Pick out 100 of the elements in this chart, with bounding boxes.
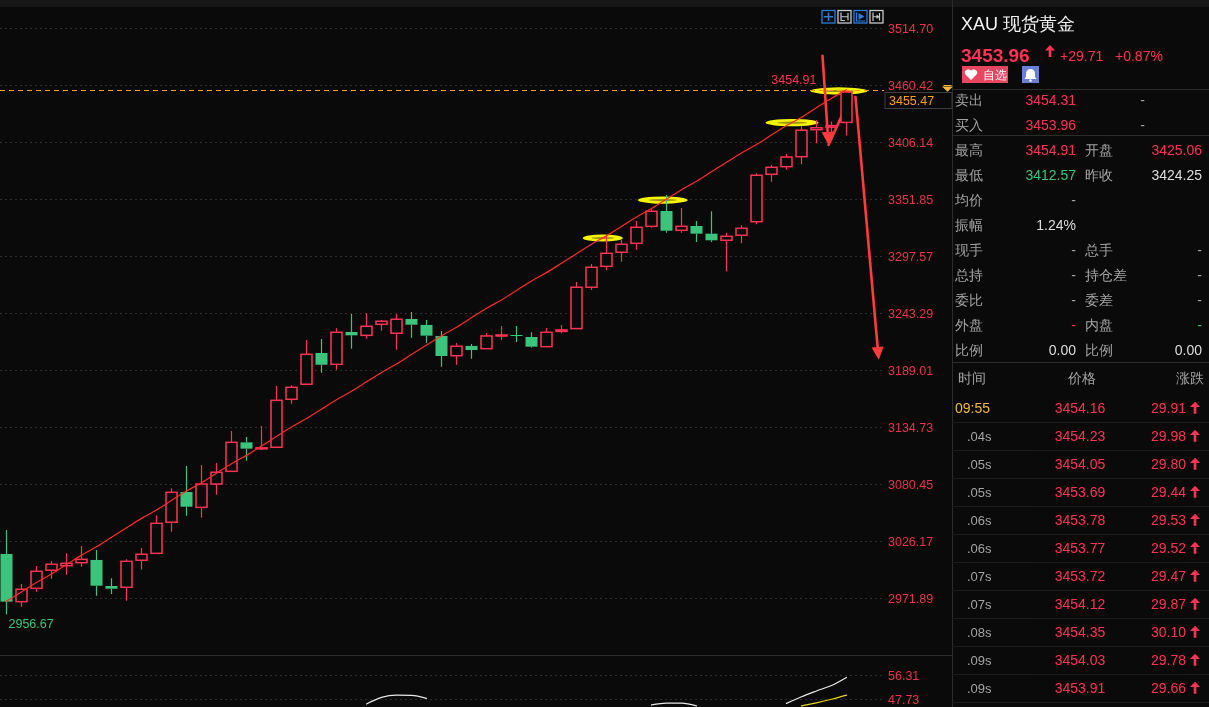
data-label: 3454.16 [1054,399,1106,416]
text: - [1197,267,1203,283]
candlestick [675,207,688,234]
candlestick [810,119,823,144]
candlestick [390,313,403,351]
data-label: 29.78 [1150,651,1187,668]
y-tick-label: 3080.45 [888,477,934,492]
candlestick [660,194,673,234]
y-axis-title: 时间 [958,371,986,386]
data-label: 30.10 [1150,623,1187,640]
line-series [800,694,848,707]
data-label: 29.98 [1150,427,1187,444]
y-tick-label: 47.73 [888,692,920,707]
x-tick-label: 涨跌 [1176,371,1204,386]
text: - [1140,92,1146,108]
data-label: 3454.12 [1054,595,1106,612]
data-label: 3453.78 [1054,511,1106,528]
text: 3424.25 [1151,167,1203,183]
y-tick-label: 3460.42 [888,78,934,93]
text: 3454.91 [1025,142,1077,158]
text: 比例 [1085,343,1113,358]
text: XAU 现货黄金 [961,14,1076,34]
y-tick-label: 3026.17 [888,534,934,549]
text: 现手 [955,243,983,258]
text: 总持 [954,268,983,283]
data-label: 3453.91 [1054,679,1106,696]
y-tick-label: 3297.57 [888,249,934,264]
text: 总手 [1084,243,1113,258]
ref-line-label: 3455.47 [889,94,935,108]
data-label: 29.80 [1150,455,1187,472]
text: 比例 [955,343,983,358]
candlestick [180,465,193,517]
y-tick-label: .09s [967,680,993,696]
y-tick-label: 3406.14 [888,135,934,150]
candlestick [705,210,718,243]
text: - [1071,292,1077,308]
y-tick-label: 2971.89 [888,591,934,606]
text: 买入 [955,118,983,133]
text: 最高 [955,143,983,158]
text: 均价 [954,193,983,208]
candlestick [90,549,103,597]
text: 内盘 [1085,318,1113,333]
y-tick-label: 3351.85 [888,192,934,207]
text: 最低 [955,168,983,183]
y-tick-label: .08s [967,624,993,640]
y-tick-label: .04s [967,428,993,444]
data-label: 29.66 [1150,679,1187,696]
y-tick-label: 3243.29 [888,306,934,321]
text: 3412.57 [1025,167,1077,183]
candlestick [195,464,208,519]
text: 委比 [955,293,983,308]
y-tick-label: 3134.73 [888,420,934,435]
annotation: 2956.67 [8,617,54,632]
data-label: 3454.35 [1054,623,1106,640]
y-tick-label: 3189.01 [888,363,934,378]
candlestick [0,529,13,615]
text: 0.00 [1048,342,1077,358]
y-tick-label: .09s [967,652,993,668]
text: - [1071,242,1077,258]
data-label: 3454.23 [1054,427,1106,444]
text: 自选 [983,67,1007,82]
text: 3453.96 [961,45,1030,66]
text: 持仓差 [1085,268,1127,283]
data-label: 3454.05 [1054,455,1106,472]
data-label: 29.53 [1150,511,1187,528]
text: 委差 [1085,293,1113,308]
text: 外盘 [955,318,983,333]
candlestick [405,311,418,339]
y-tick-label: .07s [967,596,993,612]
text: 振幅 [955,218,983,233]
text: 开盘 [1085,143,1113,158]
candlestick [315,338,328,374]
text: 卖出 [955,93,983,108]
text: - [1197,292,1203,308]
data-label: 29.87 [1150,595,1187,612]
text: - [1071,267,1077,283]
data-label: 29.52 [1150,539,1187,556]
text: - [1071,317,1077,333]
y-tick-label: 3514.70 [888,21,934,36]
y-tick-label: .06s [967,512,993,528]
data-label: 3453.72 [1054,567,1106,584]
text: - [1140,117,1146,133]
text: 昨收 [1085,168,1113,183]
candlestick [600,235,613,271]
text: - [1071,192,1077,208]
text: 1.24% [1036,217,1076,233]
text: 0.00 [1174,342,1203,358]
data-label: 3453.69 [1054,483,1106,500]
candlestick [210,462,223,496]
data-label: 29.91 [1150,399,1187,416]
y-tick-label: .05s [967,484,993,500]
text: 3425.06 [1151,142,1203,158]
text: +29.71 [1060,48,1104,64]
text: 3454.31 [1025,92,1077,108]
y-tick-label: .05s [967,456,993,472]
annotation: 3454.91 [771,73,817,88]
data-label: 3454.03 [1054,651,1106,668]
y-tick-label: 56.31 [888,668,920,683]
data-label: 3453.77 [1054,539,1106,556]
text: +0.87% [1115,48,1163,64]
